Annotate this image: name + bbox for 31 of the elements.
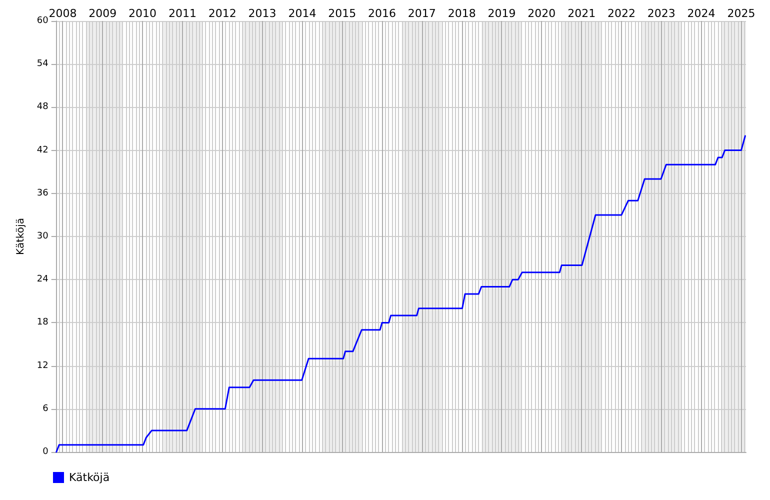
- x-tick-label: 2018: [448, 7, 476, 20]
- x-tick-label: 2020: [528, 7, 556, 20]
- x-tick-label: 2023: [647, 7, 676, 20]
- legend-label: Kätköjä: [69, 471, 110, 484]
- y-tick-label: 60: [36, 16, 49, 26]
- x-tick-label: 2019: [488, 7, 516, 20]
- y-tick-label: 48: [36, 102, 49, 112]
- x-tick-label: 2014: [288, 7, 316, 20]
- y-tick-label: 18: [36, 318, 49, 328]
- y-axis-title: Kätköjä: [16, 218, 26, 255]
- y-tick-label: 6: [42, 404, 49, 414]
- x-tick-label: 2022: [607, 7, 636, 20]
- x-tick-label: 2021: [568, 7, 596, 20]
- y-tick-label: 12: [36, 360, 48, 371]
- x-tick-label: 2017: [408, 7, 436, 20]
- x-tick-label: 2013: [248, 7, 276, 20]
- x-tick-label: 2009: [88, 7, 117, 20]
- y-tick-label: 0: [42, 447, 49, 457]
- y-tick-label: 42: [36, 145, 48, 156]
- x-tick-label: 2015: [328, 7, 356, 20]
- y-tick-label: 30: [36, 232, 49, 242]
- x-tick-label: 2016: [368, 7, 396, 20]
- x-tick-label: 2025: [727, 7, 756, 20]
- x-tick-label: 2012: [208, 7, 236, 20]
- y-tick-label: 36: [36, 188, 49, 198]
- x-tick-label: 2024: [687, 7, 716, 20]
- x-tick-label: 2008: [48, 7, 77, 20]
- x-tick-label: 2010: [128, 7, 157, 20]
- y-tick-label: 54: [36, 59, 49, 70]
- y-tick-label: 24: [36, 274, 49, 285]
- x-tick-label: 2011: [168, 7, 196, 20]
